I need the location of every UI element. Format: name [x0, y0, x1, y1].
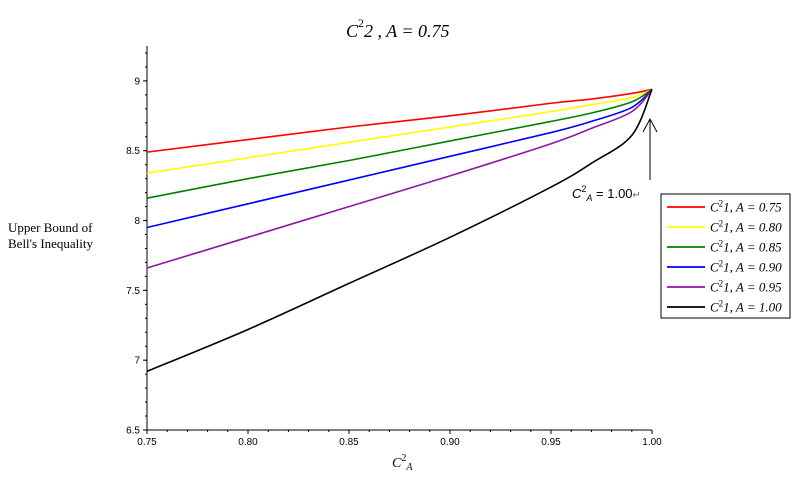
y-tick-label: 8.5 [126, 146, 140, 157]
x-tick-label: 1.00 [642, 437, 662, 448]
legend: C21, A = 0.75 C21, A = 0.80 C21, A = 0.85 C… [660, 193, 791, 319]
annotation-arrow-head [642, 117, 658, 133]
y-axis-label: Upper Bound of Bell's Inequality [8, 220, 96, 251]
x-tick-label: 0.75 [137, 437, 157, 448]
legend-label: C21, A = 1.00 [710, 299, 782, 315]
x-tick-label: 0.80 [238, 437, 258, 448]
series-line [146, 88, 653, 174]
series-line [146, 88, 653, 153]
series-line [146, 88, 653, 199]
series-line [146, 88, 653, 373]
legend-label: C21, A = 0.75 [710, 199, 782, 215]
axes [146, 46, 652, 431]
series-line [146, 88, 653, 269]
chart-title: C22 , A = 0.75 [346, 16, 450, 41]
series-line [146, 88, 653, 229]
y-tick-label: 7 [134, 356, 140, 367]
y-axis-ticks: 6.5 7 7.5 8 8.5 9 [126, 52, 147, 437]
series-lines [146, 88, 653, 373]
legend-box [660, 193, 791, 319]
y-tick-label: 6.5 [126, 426, 140, 437]
y-tick-label: 7.5 [126, 286, 140, 297]
legend-label: C21, A = 0.95 [710, 279, 782, 295]
annotation: C2A = 1.00↵ [572, 117, 658, 203]
legend-label: C21, A = 0.90 [710, 259, 782, 275]
annotation-text: C2A = 1.00↵ [572, 184, 641, 203]
x-tick-label: 0.90 [440, 437, 460, 448]
y-tick-label: 8 [134, 216, 140, 227]
x-tick-label: 0.85 [339, 437, 359, 448]
y-tick-label: 9 [134, 76, 140, 87]
x-axis-ticks: 0.75 0.80 0.85 0.90 0.95 1.00 [137, 430, 662, 448]
legend-label: C21, A = 0.85 [710, 239, 782, 255]
x-tick-label: 0.95 [541, 437, 561, 448]
legend-label: C21, A = 0.80 [710, 219, 782, 235]
x-axis-label: C2A [392, 453, 413, 473]
